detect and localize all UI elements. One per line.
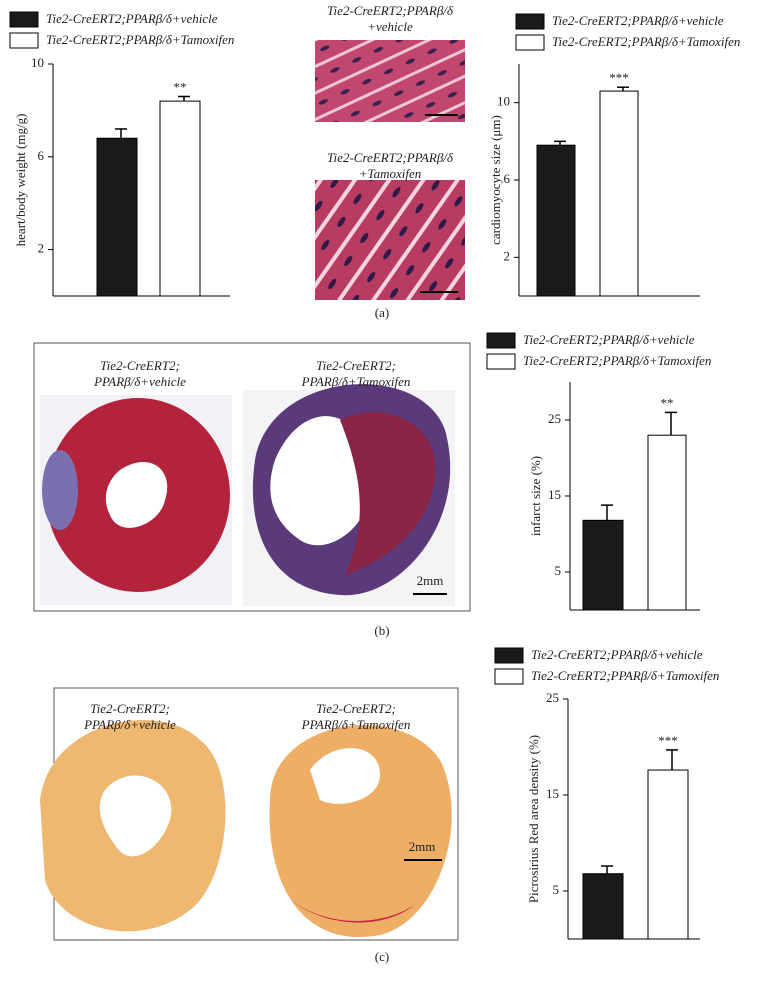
panel-label: (c) (375, 949, 389, 964)
legend-swatch (486, 332, 516, 349)
significance: *** (609, 70, 629, 85)
micrograph (315, 40, 465, 122)
bar (159, 100, 201, 297)
lumen (105, 461, 168, 528)
legend-swatch (494, 647, 524, 664)
image-label: PPARβ/δ+vehicle (83, 717, 176, 732)
image-label: +vehicle (367, 19, 413, 34)
bar (599, 90, 639, 297)
lumen (270, 416, 372, 546)
significance: *** (658, 733, 678, 748)
y-tick-label: 10 (31, 55, 44, 70)
legend-label: Tie2-CreERT2;PPARβ/δ+vehicle (531, 647, 703, 662)
y-tick-label: 15 (548, 487, 561, 502)
bar (582, 519, 624, 611)
legend-label: Tie2-CreERT2;PPARβ/δ+Tamoxifen (552, 34, 740, 49)
legend-swatch (515, 13, 545, 30)
bar (647, 769, 689, 940)
legend-label: Tie2-CreERT2;PPARβ/δ+Tamoxifen (523, 353, 711, 368)
heart-section (42, 450, 78, 530)
bar (582, 873, 624, 940)
y-tick-label: 10 (497, 94, 510, 109)
legend-label: Tie2-CreERT2;PPARβ/δ+vehicle (46, 11, 218, 26)
frame (33, 342, 471, 612)
image-label: Tie2-CreERT2; (90, 701, 170, 716)
image-label: PPARβ/δ+Tamoxifen (301, 374, 411, 389)
image-label: Tie2-CreERT2;PPARβ/δ (327, 150, 454, 165)
y-axis-label: infarct size (%) (528, 456, 543, 536)
significance: ** (661, 395, 674, 410)
panel-label: (a) (375, 305, 389, 320)
lumen (310, 748, 380, 804)
image-label: Tie2-CreERT2; (316, 358, 396, 373)
legend-swatch (9, 11, 39, 28)
significance: ** (174, 79, 187, 94)
legend-swatch (494, 668, 524, 685)
y-tick-label: 25 (548, 411, 561, 426)
y-tick-label: 6 (504, 171, 511, 186)
image-label: Tie2-CreERT2; (316, 701, 396, 716)
legend-label: Tie2-CreERT2;PPARβ/δ+vehicle (523, 332, 695, 347)
heart-section (340, 412, 436, 575)
scale-label: 2mm (409, 839, 436, 854)
y-tick-label: 5 (555, 563, 562, 578)
legend-label: Tie2-CreERT2;PPARβ/δ+Tamoxifen (46, 32, 234, 47)
y-axis-label: cardiomyocyte size (μm) (488, 115, 503, 245)
image-label: +Tamoxifen (359, 166, 421, 181)
legend-swatch (486, 353, 516, 370)
y-tick-label: 5 (553, 882, 560, 897)
legend-label: Tie2-CreERT2;PPARβ/δ+vehicle (552, 13, 724, 28)
y-axis-label: heart/body weight (mg/g) (13, 114, 28, 247)
bar (536, 144, 576, 297)
lumen (99, 775, 172, 857)
image-label: Tie2-CreERT2;PPARβ/δ (327, 3, 454, 18)
legend-swatch (9, 32, 39, 49)
y-tick-label: 15 (546, 786, 559, 801)
legend-label: Tie2-CreERT2;PPARβ/δ+Tamoxifen (531, 668, 719, 683)
bar (96, 137, 138, 297)
image-label: PPARβ/δ+vehicle (93, 374, 186, 389)
y-tick-label: 6 (38, 148, 45, 163)
image-label: Tie2-CreERT2; (100, 358, 180, 373)
legend-swatch (515, 34, 545, 51)
bar (647, 434, 687, 611)
micrograph (315, 180, 465, 300)
y-tick-label: 25 (546, 690, 559, 705)
y-tick-label: 2 (504, 248, 511, 263)
image-label: PPARβ/δ+Tamoxifen (301, 717, 411, 732)
y-axis-label: Picrosirius Red area density (%) (526, 735, 541, 903)
y-tick-label: 2 (38, 241, 45, 256)
panel-label: (b) (374, 623, 389, 638)
scale-label: 2mm (417, 573, 444, 588)
